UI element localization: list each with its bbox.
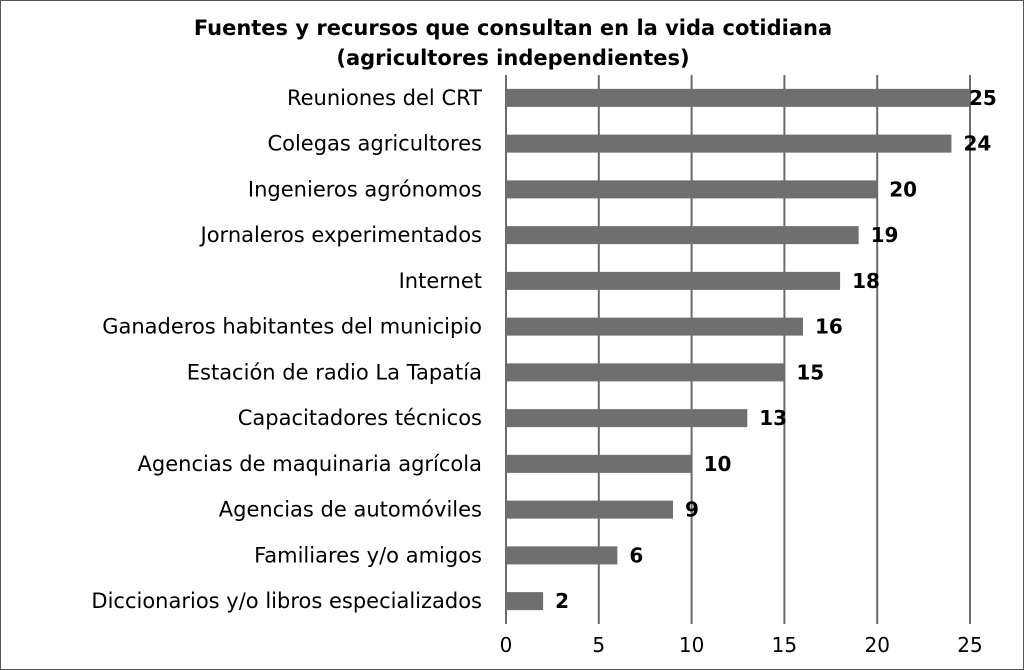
data-label: 25	[969, 86, 997, 110]
x-tick-label: 25	[957, 633, 982, 657]
bar	[506, 226, 859, 245]
data-label: 16	[815, 315, 843, 339]
data-label: 10	[704, 452, 732, 476]
category-label: Agencias de automóviles	[219, 498, 482, 522]
bar	[506, 180, 878, 199]
data-label: 19	[871, 223, 899, 247]
chart-title: Fuentes y recursos que consultan en la v…	[194, 16, 832, 40]
category-label: Jornaleros experimentados	[199, 223, 482, 247]
bars	[506, 88, 970, 611]
data-label: 18	[852, 269, 880, 293]
x-tick-label: 15	[772, 633, 797, 657]
data-label: 6	[629, 543, 643, 567]
category-label: Agencias de maquinaria agrícola	[138, 452, 482, 476]
data-label: 24	[963, 132, 991, 156]
data-label: 20	[889, 177, 917, 201]
category-labels: Reuniones del CRT Colegas agricultores Ing…	[91, 86, 482, 613]
bar	[506, 409, 748, 428]
data-label: 13	[759, 406, 787, 430]
category-label: Internet	[399, 269, 482, 293]
data-label: 2	[555, 589, 569, 613]
bar	[506, 454, 692, 473]
bar	[506, 592, 544, 611]
category-label: Diccionarios y/o libros especializados	[91, 589, 482, 613]
bar	[506, 271, 841, 290]
chart-subtitle: (agricultores independientes)	[336, 46, 689, 70]
category-label: Familiares y/o amigos	[254, 543, 482, 567]
bar	[506, 500, 674, 519]
category-label: Ingenieros agrónomos	[248, 177, 482, 201]
grid-lines	[505, 75, 971, 624]
bar	[506, 363, 785, 382]
category-label: Estación de radio La Tapatía	[187, 360, 482, 384]
x-tick-label: 5	[592, 633, 605, 657]
value-labels: 25 24 20 19 18 16 15 13 109 6 2	[555, 86, 997, 613]
bar	[506, 134, 952, 153]
category-label: Capacitadores técnicos	[238, 406, 482, 430]
category-label: Colegas agricultores	[267, 132, 482, 156]
bar	[506, 88, 970, 107]
x-tick-label: 0	[500, 633, 513, 657]
bar	[506, 546, 618, 565]
data-label: 15	[796, 360, 824, 384]
x-axis-ticks: 0 5 10 15 20 25	[500, 633, 983, 657]
data-label: 9	[685, 498, 699, 522]
x-tick-label: 10	[679, 633, 704, 657]
category-label: Reuniones del CRT	[287, 86, 482, 110]
category-label: Ganaderos habitantes del municipio	[102, 315, 482, 339]
x-tick-label: 20	[864, 633, 889, 657]
bar	[506, 317, 803, 336]
